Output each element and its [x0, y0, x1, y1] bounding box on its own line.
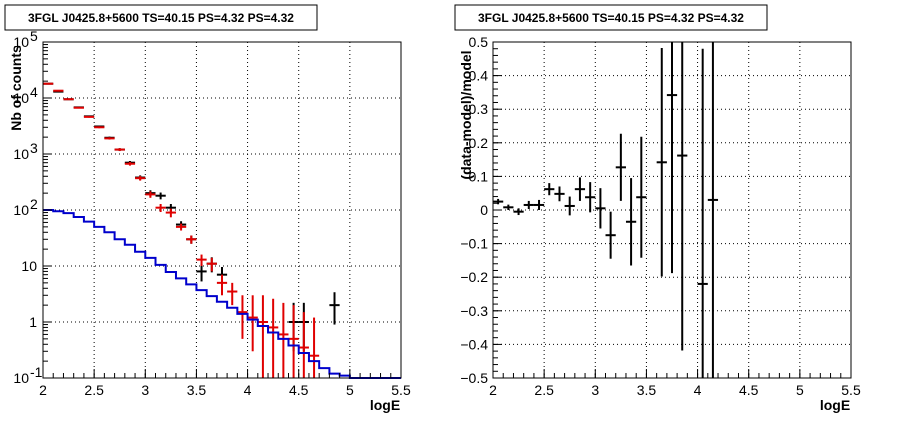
counts-panel: 3FGL J0425.8+5600 TS=40.15 PS=4.32 PS=4.… — [4, 4, 411, 413]
right-axes: 2 2.5 3 3.5 4 4.5 5 5.5 −0.5 −0.4 −0.3 −0.2 −0.1 0 0.1… — [460, 34, 861, 398]
right-x-tick-label: 5.5 — [841, 382, 861, 398]
left-y-tick-exponent: 4 — [30, 84, 38, 100]
right-x-tick-label: 5 — [796, 382, 804, 398]
left-title-box — [4, 4, 318, 31]
right-title-box — [454, 4, 768, 31]
left-y-axis-title: Nb of counts — [8, 45, 24, 131]
right-y-tick-label: −0.1 — [460, 236, 488, 252]
left-x-tick-label: 3 — [141, 382, 149, 398]
right-x-tick-label: 2.5 — [534, 382, 554, 398]
right-y-tick-label: 0.5 — [469, 34, 489, 50]
left-x-tick-label: 2 — [39, 382, 47, 398]
left-y-tick-label: 10 — [21, 258, 37, 274]
left-y-tick-exponent: 5 — [30, 28, 38, 44]
right-x-tick-label: 4 — [694, 382, 702, 398]
right-x-tick-label: 3.5 — [637, 382, 657, 398]
left-x-axis-title: logE — [370, 397, 400, 413]
right-chart-title: 3FGL J0425.8+5600 TS=40.15 PS=4.32 PS=4.… — [478, 11, 744, 25]
right-y-tick-label: −0.4 — [460, 336, 488, 352]
left-y-tick-label: 10 — [13, 370, 29, 386]
left-y-tick-exponent: 3 — [30, 140, 38, 156]
right-x-tick-label: 4.5 — [739, 382, 759, 398]
left-series — [43, 82, 401, 379]
right-y-tick-label: −0.5 — [460, 370, 488, 386]
left-grid — [43, 42, 401, 378]
left-x-tick-label: 2.5 — [84, 382, 104, 398]
right-y-tick-label: 0.3 — [469, 101, 489, 117]
left-x-tick-label: 3.5 — [187, 382, 207, 398]
left-x-tick-label: 4 — [244, 382, 252, 398]
right-y-tick-label: 0.4 — [469, 68, 489, 84]
residual-panel: 3FGL J0425.8+5600 TS=40.15 PS=4.32 PS=4.… — [454, 4, 861, 413]
right-y-axis-title: (data-model)/model — [458, 50, 474, 179]
left-y-tick-label: 1 — [29, 314, 37, 330]
right-x-tick-label: 2 — [489, 382, 497, 398]
right-y-tick-label: −0.3 — [460, 303, 488, 319]
left-chart-title: 3FGL J0425.8+5600 TS=40.15 PS=4.32 PS=4.… — [28, 11, 294, 25]
left-y-tick-label: 10 — [13, 146, 29, 162]
left-y-tick-label: 10 — [13, 202, 29, 218]
right-series — [493, 42, 719, 378]
left-x-tick-label: 4.5 — [289, 382, 309, 398]
right-y-tick-label: 0.1 — [469, 168, 489, 184]
right-x-axis-title: logE — [820, 397, 850, 413]
left-y-tick-exponent: -1 — [30, 364, 43, 380]
left-y-tick-exponent: 2 — [30, 196, 38, 212]
right-x-tick-label: 3 — [591, 382, 599, 398]
left-y-tick-label: 10 — [13, 90, 29, 106]
left-x-tick-label: 5.5 — [391, 382, 411, 398]
right-y-tick-label: 0 — [480, 202, 488, 218]
right-grid — [493, 42, 851, 378]
right-y-tick-label: −0.2 — [460, 269, 488, 285]
left-series-background-step — [43, 209, 401, 379]
left-x-tick-label: 5 — [346, 382, 354, 398]
left-y-tick-label: 10 — [13, 34, 29, 50]
right-y-tick-label: 0.2 — [469, 135, 489, 151]
